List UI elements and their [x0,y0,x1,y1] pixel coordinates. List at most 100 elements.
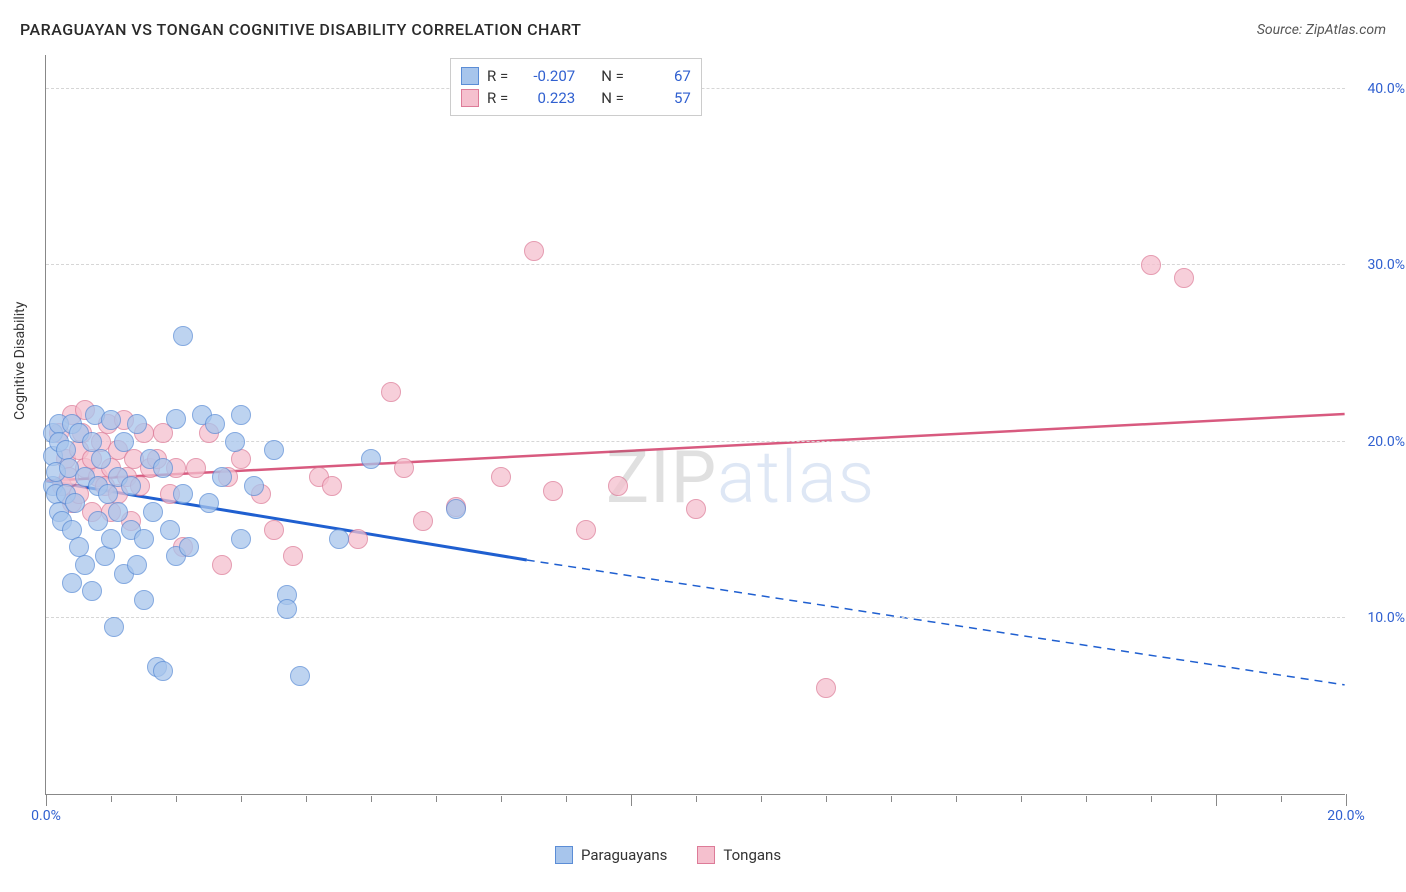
scatter-point [329,529,349,549]
legend-swatch-pink [461,89,479,107]
y-tick-label: 10.0% [1367,610,1405,626]
scatter-point [91,449,111,469]
scatter-point [160,520,180,540]
scatter-point [231,449,251,469]
x-tick [306,796,307,802]
scatter-point [166,409,186,429]
scatter-point [491,467,511,487]
scatter-point [322,476,342,496]
legend-row-paraguayans: R = -0.207 N = 67 [461,65,691,87]
scatter-point [104,617,124,637]
scatter-point [186,458,206,478]
x-tick-label: 20.0% [1327,808,1365,824]
scatter-point [576,520,596,540]
scatter-point [199,493,219,513]
legend-series: Paraguayans Tongans [555,846,781,864]
scatter-point [1141,255,1161,275]
scatter-point [244,476,264,496]
legend-correlation: R = -0.207 N = 67 R = 0.223 N = 57 [450,58,702,116]
x-tick [1216,794,1217,806]
chart-title: PARAGUAYAN VS TONGAN COGNITIVE DISABILIT… [20,20,581,39]
scatter-point [101,410,121,430]
x-tick [761,796,762,802]
x-tick [631,794,632,806]
scatter-point [413,511,433,531]
x-tick [1346,794,1347,806]
scatter-point [361,449,381,469]
gridline [46,617,1345,618]
x-tick [501,796,502,802]
x-tick [241,796,242,802]
scatter-point [65,493,85,513]
x-tick [696,796,697,802]
scatter-point [75,555,95,575]
x-tick [371,796,372,802]
x-tick [566,796,567,802]
legend-row-tongans: R = 0.223 N = 57 [461,87,691,109]
scatter-point [179,537,199,557]
scatter-point [686,499,706,519]
x-tick [436,796,437,802]
scatter-point [173,326,193,346]
scatter-point [173,484,193,504]
scatter-point [127,414,147,434]
x-tick [46,794,47,806]
scatter-point [134,529,154,549]
scatter-point [212,467,232,487]
scatter-point [108,502,128,522]
scatter-point [88,511,108,531]
scatter-point [290,666,310,686]
legend-item-tongans: Tongans [697,846,781,864]
x-tick [176,796,177,802]
scatter-point [225,432,245,452]
trend-line [527,560,1345,685]
scatter-point [127,555,147,575]
y-tick-label: 40.0% [1367,81,1405,97]
x-tick [1021,796,1022,802]
scatter-chart: ZIPatlas 10.0%20.0%30.0%40.0%0.0%20.0% [45,55,1345,795]
source-attribution: Source: ZipAtlas.com [1257,22,1386,38]
y-tick-label: 20.0% [1367,434,1405,450]
scatter-point [608,476,628,496]
scatter-point [446,499,466,519]
scatter-point [134,590,154,610]
scatter-point [348,529,368,549]
scatter-point [1174,268,1194,288]
scatter-point [62,573,82,593]
y-axis-label: Cognitive Disability [12,302,28,420]
x-tick [111,796,112,802]
x-tick [891,796,892,802]
x-tick [1151,796,1152,802]
legend-swatch-blue [461,67,479,85]
scatter-point [95,546,115,566]
scatter-point [212,555,232,575]
scatter-point [394,458,414,478]
scatter-point [205,414,225,434]
legend-item-paraguayans: Paraguayans [555,846,667,864]
x-tick [956,796,957,802]
scatter-point [153,661,173,681]
scatter-point [277,599,297,619]
legend-swatch-pink [697,846,715,864]
watermark: ZIPatlas [606,435,875,520]
scatter-point [543,481,563,501]
scatter-point [264,520,284,540]
x-tick [1281,796,1282,802]
scatter-point [264,440,284,460]
scatter-point [231,529,251,549]
x-tick-label: 0.0% [31,808,61,824]
scatter-point [816,678,836,698]
x-tick [826,796,827,802]
scatter-point [101,529,121,549]
scatter-point [82,581,102,601]
scatter-point [114,432,134,452]
scatter-point [231,405,251,425]
x-tick [1086,796,1087,802]
scatter-point [121,476,141,496]
scatter-point [381,382,401,402]
scatter-point [143,502,163,522]
scatter-point [153,458,173,478]
legend-swatch-blue [555,846,573,864]
y-tick-label: 30.0% [1367,257,1405,273]
scatter-point [524,241,544,261]
